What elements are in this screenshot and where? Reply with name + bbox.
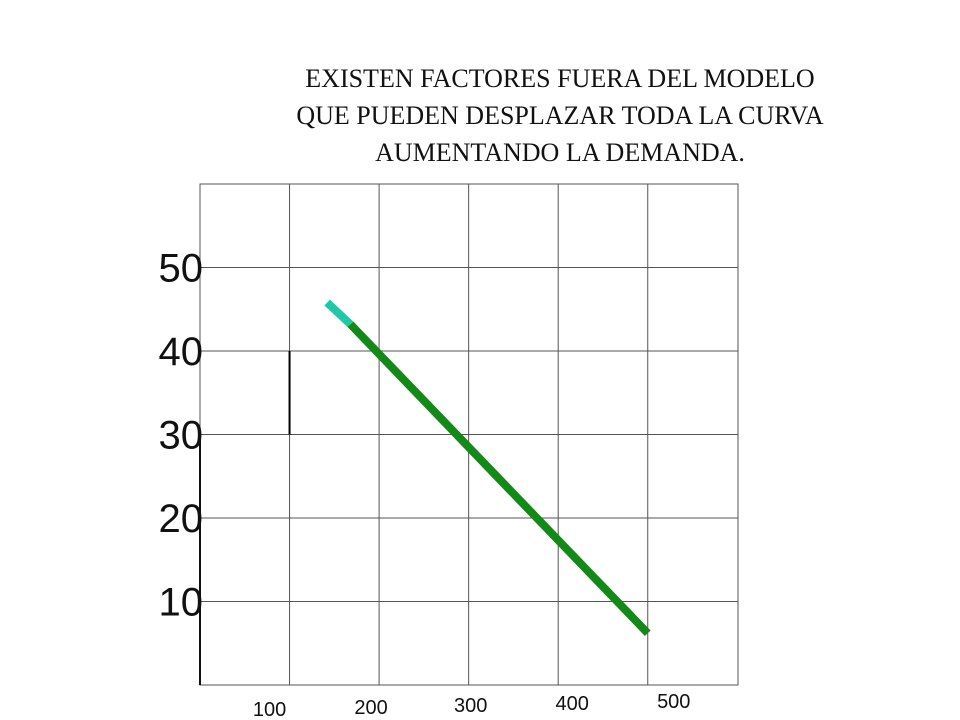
y-tick-label: 50 <box>159 247 204 291</box>
title-line-1: EXISTEN FACTORES FUERA DEL MODELO <box>305 64 815 93</box>
demand-series-line-2 <box>347 321 651 637</box>
y-tick-label: 40 <box>159 330 204 374</box>
x-tick-label: 100 <box>253 699 286 720</box>
y-tick-label: 10 <box>159 581 204 625</box>
y-tick-label: 20 <box>159 497 204 541</box>
x-tick-label: 300 <box>454 695 487 717</box>
x-tick-label: 200 <box>354 697 387 719</box>
y-tick-labels: 10 20 30 40 50 <box>159 247 204 625</box>
chart-grid <box>199 183 739 686</box>
chart-title: EXISTEN FACTORES FUERA DEL MODELO QUE PU… <box>200 60 920 171</box>
chart-marks <box>288 299 651 637</box>
x-tick-label: 500 <box>657 691 690 713</box>
y-tick-label: 30 <box>159 414 204 458</box>
x-tick-labels: 100 200 300 400 500 <box>253 691 691 720</box>
title-line-3: AUMENTANDO LA DEMANDA. <box>375 138 745 167</box>
title-line-2: QUE PUEDEN DESPLAZAR TODA LA CURVA <box>296 101 824 130</box>
demand-series-line-1 <box>324 299 354 328</box>
x-tick-label: 400 <box>556 693 589 715</box>
